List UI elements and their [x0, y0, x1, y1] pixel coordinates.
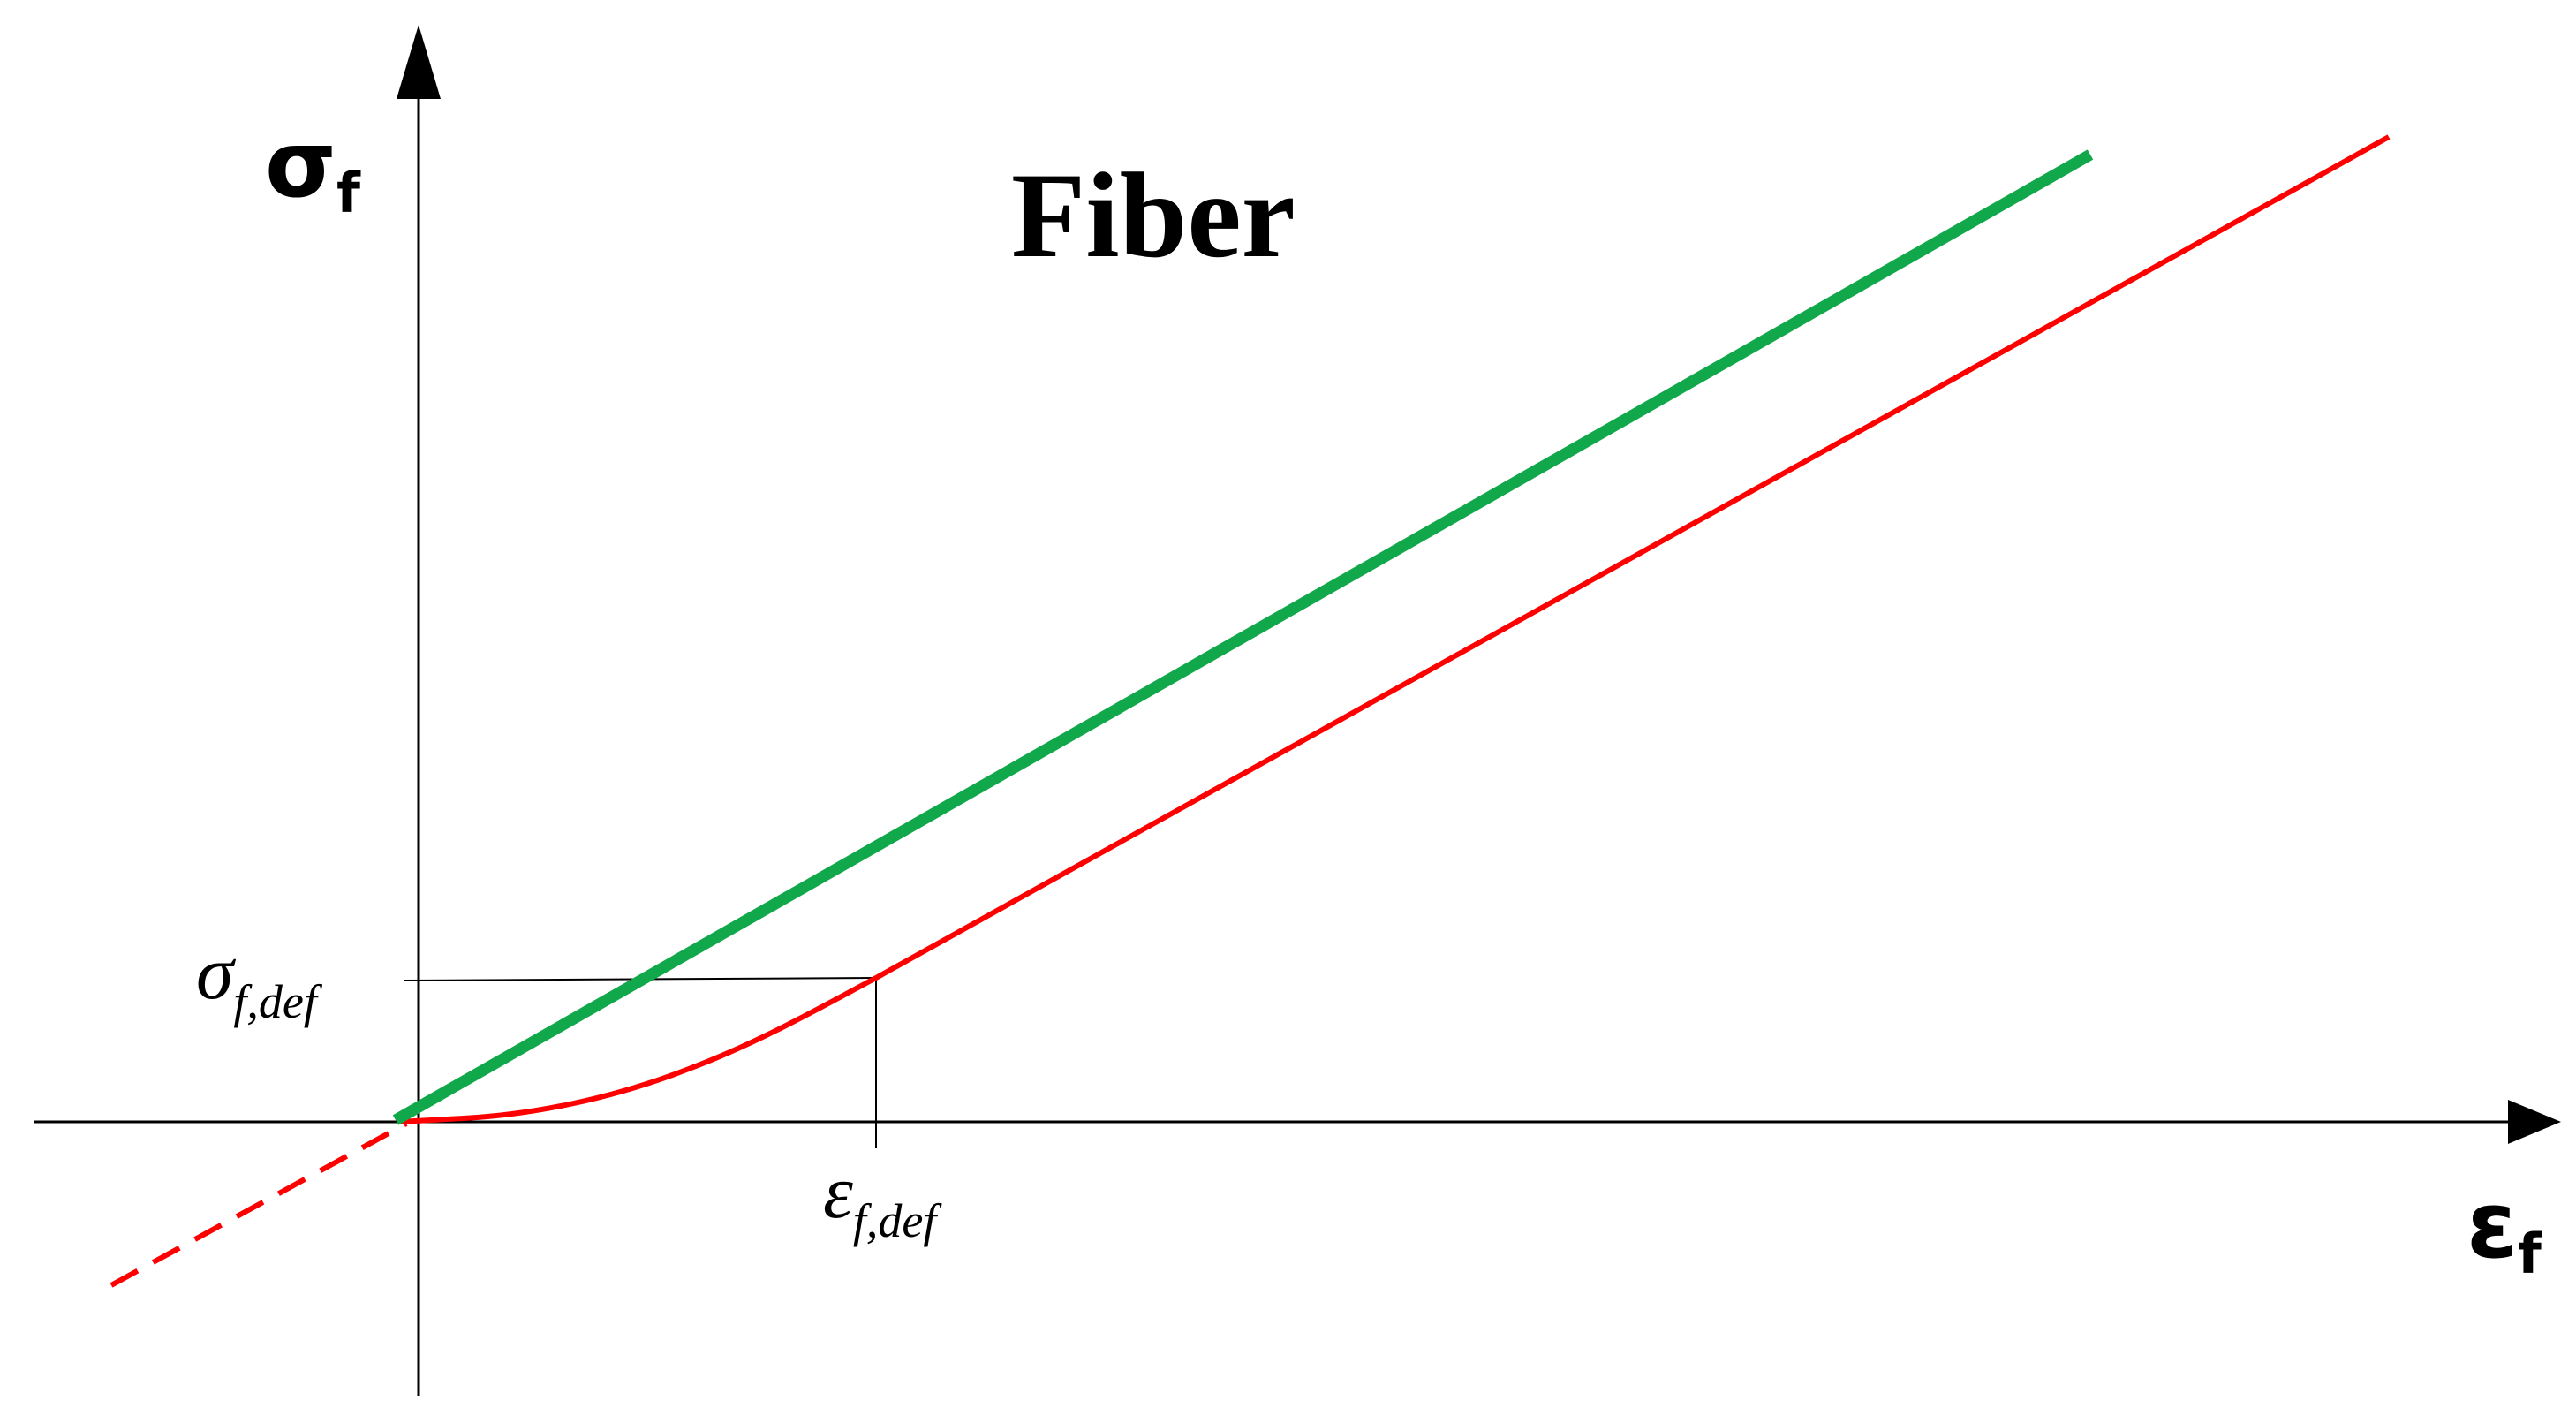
x-axis-arrowhead [2508, 1100, 2561, 1144]
x-axis-label-subscript: f [2518, 1222, 2542, 1286]
fiber-curve-negative-segment [110, 1121, 408, 1288]
x-axis-label: εf [2466, 1171, 2542, 1286]
y-axis-label: σf [265, 110, 361, 225]
y-axis-label-symbol: σ [265, 110, 336, 218]
diagram-title: Fiber [1011, 148, 1296, 283]
linear-elastic-line [392, 149, 2094, 1125]
sigma-def-label: σf,def [196, 930, 323, 1028]
epsilon-def-label: εf,def [823, 1149, 942, 1247]
x-axis-label-symbol: ε [2466, 1171, 2518, 1279]
epsilon-def-label-symbol: ε [823, 1149, 853, 1234]
sigma-def-label-symbol: σ [196, 930, 237, 1015]
y-axis-label-subscript: f [336, 161, 361, 225]
fiber-curve-positive-segment [398, 134, 2391, 1124]
y-axis-arrowhead [397, 25, 441, 99]
sigma-def-label-subscript: f,def [233, 975, 322, 1028]
epsilon-def-label-subscript: f,def [853, 1194, 942, 1247]
